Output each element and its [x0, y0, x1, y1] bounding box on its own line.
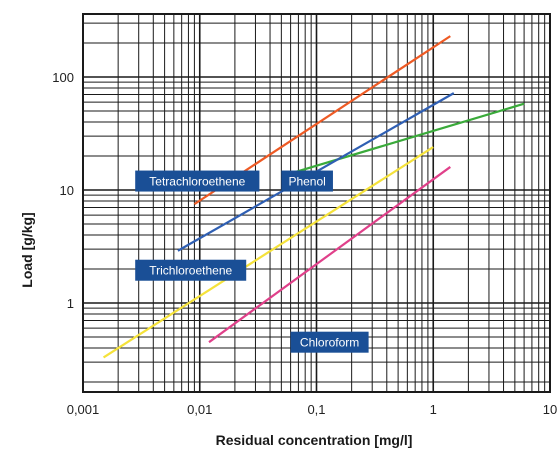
y-tick-label: 100 [52, 70, 74, 85]
x-tick-label: 0,1 [307, 402, 325, 417]
series-label-phenol: Phenol [281, 170, 333, 192]
series-label-chloroform: Chloroform [290, 331, 369, 353]
x-tick-label: 10 [543, 402, 557, 417]
series-label-box [281, 170, 333, 192]
series-label-text: Tetrachloroethene [149, 175, 245, 189]
x-axis-label: Residual concentration [mg/l] [216, 432, 413, 448]
y-axis-label: Load [g/kg] [19, 212, 35, 287]
y-tick-label: 1 [67, 296, 74, 311]
series-label-text: Trichloroethene [149, 264, 232, 278]
series-label-trichloroethene: Trichloroethene [135, 259, 247, 281]
series-labels: Tetrachloroethene Phenol Trichloroethene Ch… [135, 170, 369, 353]
series-line-unlabeled-3 [102, 146, 434, 359]
series-label-box [135, 170, 260, 192]
x-tick-label: 1 [430, 402, 437, 417]
series-label-tetrachloroethene: Tetrachloroethene [135, 170, 260, 192]
series-line-chloroform [208, 166, 451, 344]
series-label-text: Phenol [288, 175, 325, 189]
series-label-box [135, 259, 247, 281]
x-tick-label: 0,001 [67, 402, 100, 417]
series-label-text: Chloroform [300, 336, 359, 350]
x-tick-label: 0,01 [187, 402, 212, 417]
series-lines [102, 35, 525, 359]
y-tick-label: 10 [60, 183, 74, 198]
series-label-box [290, 331, 369, 353]
tick-labels: 0,001 0,01 0,1 1 10 1 10 100 [52, 70, 557, 417]
series-line-phenol [290, 102, 525, 175]
